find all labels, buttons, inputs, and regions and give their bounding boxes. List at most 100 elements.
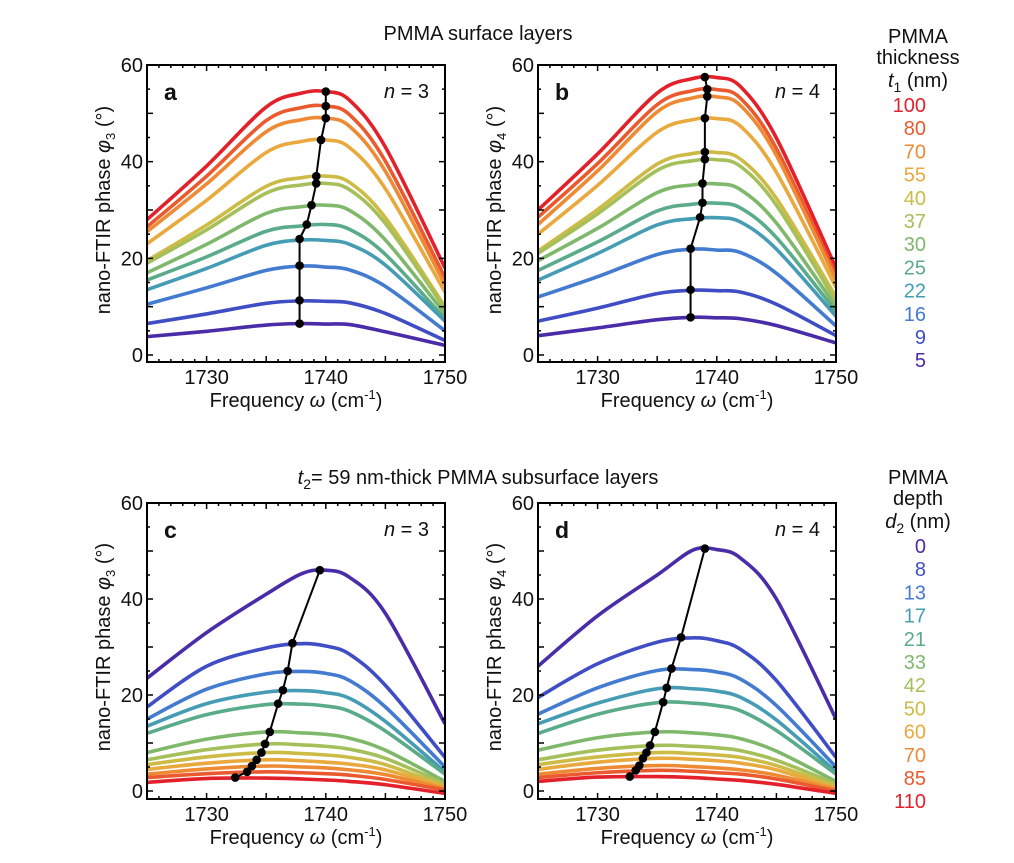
series-line-8 [538, 636, 836, 759]
peak-marker-17 [278, 685, 288, 695]
bottom-row-title: t2= 59 nm-thick PMMA subsurface layers [298, 467, 659, 492]
peak-marker-8 [288, 638, 297, 648]
x-tick-label: 1750 [814, 804, 859, 826]
peak-marker-55 [700, 113, 710, 123]
x-axis-label: Frequency ω (cm-1) [210, 387, 383, 412]
legend-item-13: 13 [904, 582, 926, 604]
y-tick-label: 40 [121, 152, 143, 174]
x-axis-label: Frequency ω (cm-1) [210, 824, 383, 849]
legend-heading-line: depth [893, 488, 943, 510]
peak-marker-0 [315, 565, 325, 575]
x-axis-label: Frequency ω (cm-1) [601, 387, 774, 412]
panel-letter: a [164, 79, 177, 105]
peak-marker-110 [625, 772, 635, 781]
series-lines [538, 545, 836, 796]
series-line-33 [538, 729, 836, 784]
peak-marker-37 [311, 179, 321, 188]
peak-marker-55 [316, 135, 326, 145]
panel-letter: c [164, 517, 177, 543]
x-tick-label: 1730 [184, 804, 229, 826]
series-line-13 [147, 669, 445, 769]
y-tick-label: 20 [512, 685, 534, 707]
plot-frame [537, 64, 837, 363]
legend-heading-line: PMMA [888, 467, 949, 489]
series-lines [538, 74, 836, 345]
x-tick-label: 1740 [695, 804, 740, 826]
peak-trace-line [629, 548, 706, 778]
bottom-title-sub: 2 [303, 476, 311, 492]
peak-marker-9 [295, 296, 304, 305]
series-line-30 [538, 181, 836, 308]
series-line-110 [147, 776, 445, 796]
y-tick-label: 60 [121, 55, 143, 77]
bottom-title-rest: = 59 nm-thick PMMA subsurface layers [311, 467, 658, 489]
legend-item-22: 22 [904, 281, 926, 303]
series-line-70 [147, 764, 445, 791]
y-tick-label: 0 [132, 345, 143, 367]
legend-item-8: 8 [915, 559, 926, 581]
harmonic-label: n = 4 [775, 519, 820, 541]
harmonic-label: n = 3 [384, 81, 429, 103]
series-line-21 [538, 700, 836, 776]
peak-marker-17 [662, 683, 672, 693]
series-line-16 [538, 247, 836, 328]
legend-item-25: 25 [904, 257, 926, 279]
y-axis-label: nano-FTIR phase φ3 (°) [93, 106, 118, 314]
series-line-80 [147, 103, 445, 279]
peak-marker-80 [702, 84, 712, 94]
series-line-85 [147, 769, 445, 792]
legend-item-33: 33 [904, 652, 926, 674]
peak-marker-50 [257, 748, 266, 757]
peak-marker-5 [686, 313, 695, 322]
series-line-25 [147, 222, 445, 320]
panel-c: 1730 1740 1750 0 20 40 60 Frequency ω (cm-1) nan… [93, 493, 467, 849]
y-tick-label: 0 [523, 781, 534, 803]
series-lines [147, 568, 445, 796]
legend-item-110: 110 [894, 791, 926, 813]
series-line-17 [538, 685, 836, 774]
peak-marker-33 [650, 727, 660, 737]
peak-marker-37 [700, 154, 710, 164]
peak-marker-30 [307, 200, 316, 210]
peak-marker-70 [321, 113, 331, 123]
panel-b: 1730 1740 1750 0 20 40 60 Frequency ω (cm-1) nan… [484, 55, 858, 412]
peak-marker-42 [260, 739, 270, 749]
panel-a: 1730 1740 1750 0 20 40 60 Frequency ω (cm-1) nan… [93, 55, 467, 412]
series-line-22 [538, 215, 836, 318]
series-line-21 [147, 701, 445, 776]
series-line-110 [538, 774, 836, 796]
panel-d: 1730 1740 1750 0 20 40 60 Frequency ω (cm-1) nan… [484, 493, 858, 849]
x-tick-label: 1750 [423, 804, 468, 826]
series-line-5 [147, 321, 445, 348]
x-tick-label: 1740 [304, 804, 349, 826]
legend-item-50: 50 [904, 698, 926, 720]
panel-letter: b [555, 79, 569, 105]
x-tick-label: 1740 [695, 367, 740, 389]
peak-marker-25 [302, 220, 312, 229]
peak-marker-30 [698, 179, 707, 188]
peak-marker-21 [658, 697, 668, 707]
series-line-70 [147, 115, 445, 286]
legend-unit: t1 (nm) [888, 70, 948, 95]
peak-marker-25 [698, 198, 707, 208]
x-tick-label: 1730 [575, 367, 620, 389]
legend-item-21: 21 [904, 629, 926, 651]
peak-marker-9 [686, 285, 695, 295]
peak-marker-8 [676, 633, 686, 642]
peak-marker-85 [242, 767, 252, 777]
peak-marker-33 [265, 727, 275, 737]
plot-frame [146, 64, 446, 363]
legend-item-9: 9 [915, 327, 926, 349]
legend-item-40: 40 [904, 188, 926, 210]
series-line-9 [147, 298, 445, 343]
y-tick-label: 0 [132, 781, 143, 803]
series-line-100 [147, 89, 445, 269]
legend-item-85: 85 [904, 768, 926, 790]
x-tick-label: 1730 [575, 804, 620, 826]
y-tick-label: 0 [523, 345, 534, 367]
y-tick-label: 20 [121, 685, 143, 707]
plot-frame [146, 502, 446, 800]
panel-letter: d [555, 517, 569, 543]
